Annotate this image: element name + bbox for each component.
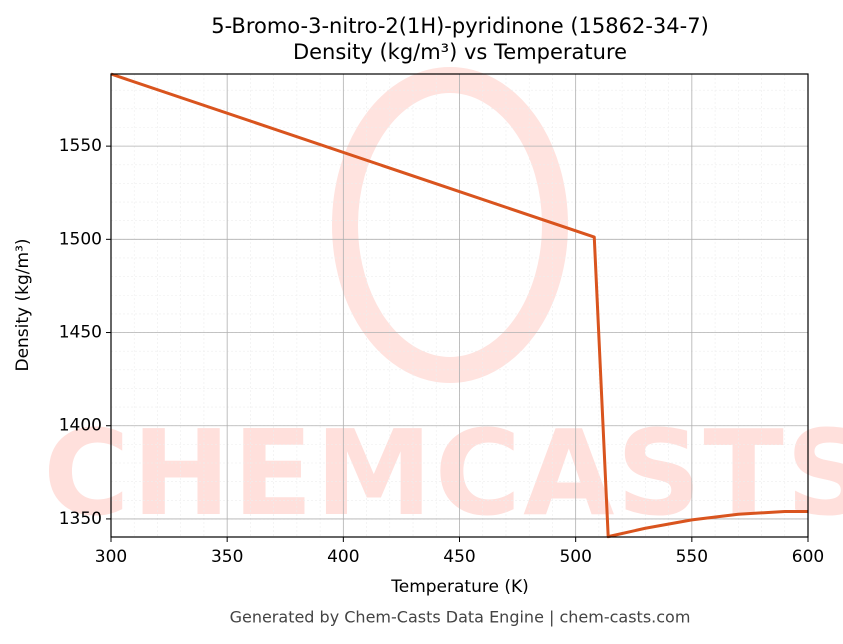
x-tick-label: 550 bbox=[676, 547, 708, 567]
plot-frame bbox=[110, 73, 809, 538]
x-tick-label: 600 bbox=[792, 547, 824, 567]
data-line bbox=[110, 72, 808, 539]
watermark-logo bbox=[332, 67, 568, 383]
x-tick-label: 400 bbox=[327, 547, 359, 567]
chart-title: 5-Bromo-3-nitro-2(1H)-pyridinone (15862-… bbox=[211, 14, 709, 38]
chart-subtitle: Density (kg/m³) vs Temperature bbox=[293, 40, 627, 64]
watermark: CHEMCASTS bbox=[43, 404, 843, 542]
x-tick-label: 500 bbox=[559, 547, 591, 567]
y-tick-label: 1500 bbox=[59, 229, 102, 249]
y-axis-label: Density (kg/m³) bbox=[13, 238, 33, 371]
x-tick-label: 300 bbox=[95, 547, 127, 567]
y-tick-label: 1450 bbox=[59, 323, 102, 343]
x-tick-label: 350 bbox=[211, 547, 243, 567]
y-tick-label: 1350 bbox=[59, 509, 102, 529]
x-tick-label: 450 bbox=[443, 547, 475, 567]
x-axis-label: Temperature (K) bbox=[390, 577, 529, 597]
footer: Generated by Chem-Casts Data Engine | ch… bbox=[230, 608, 691, 627]
y-tick-label: 1400 bbox=[59, 416, 102, 436]
y-tick-label: 1550 bbox=[59, 136, 102, 156]
